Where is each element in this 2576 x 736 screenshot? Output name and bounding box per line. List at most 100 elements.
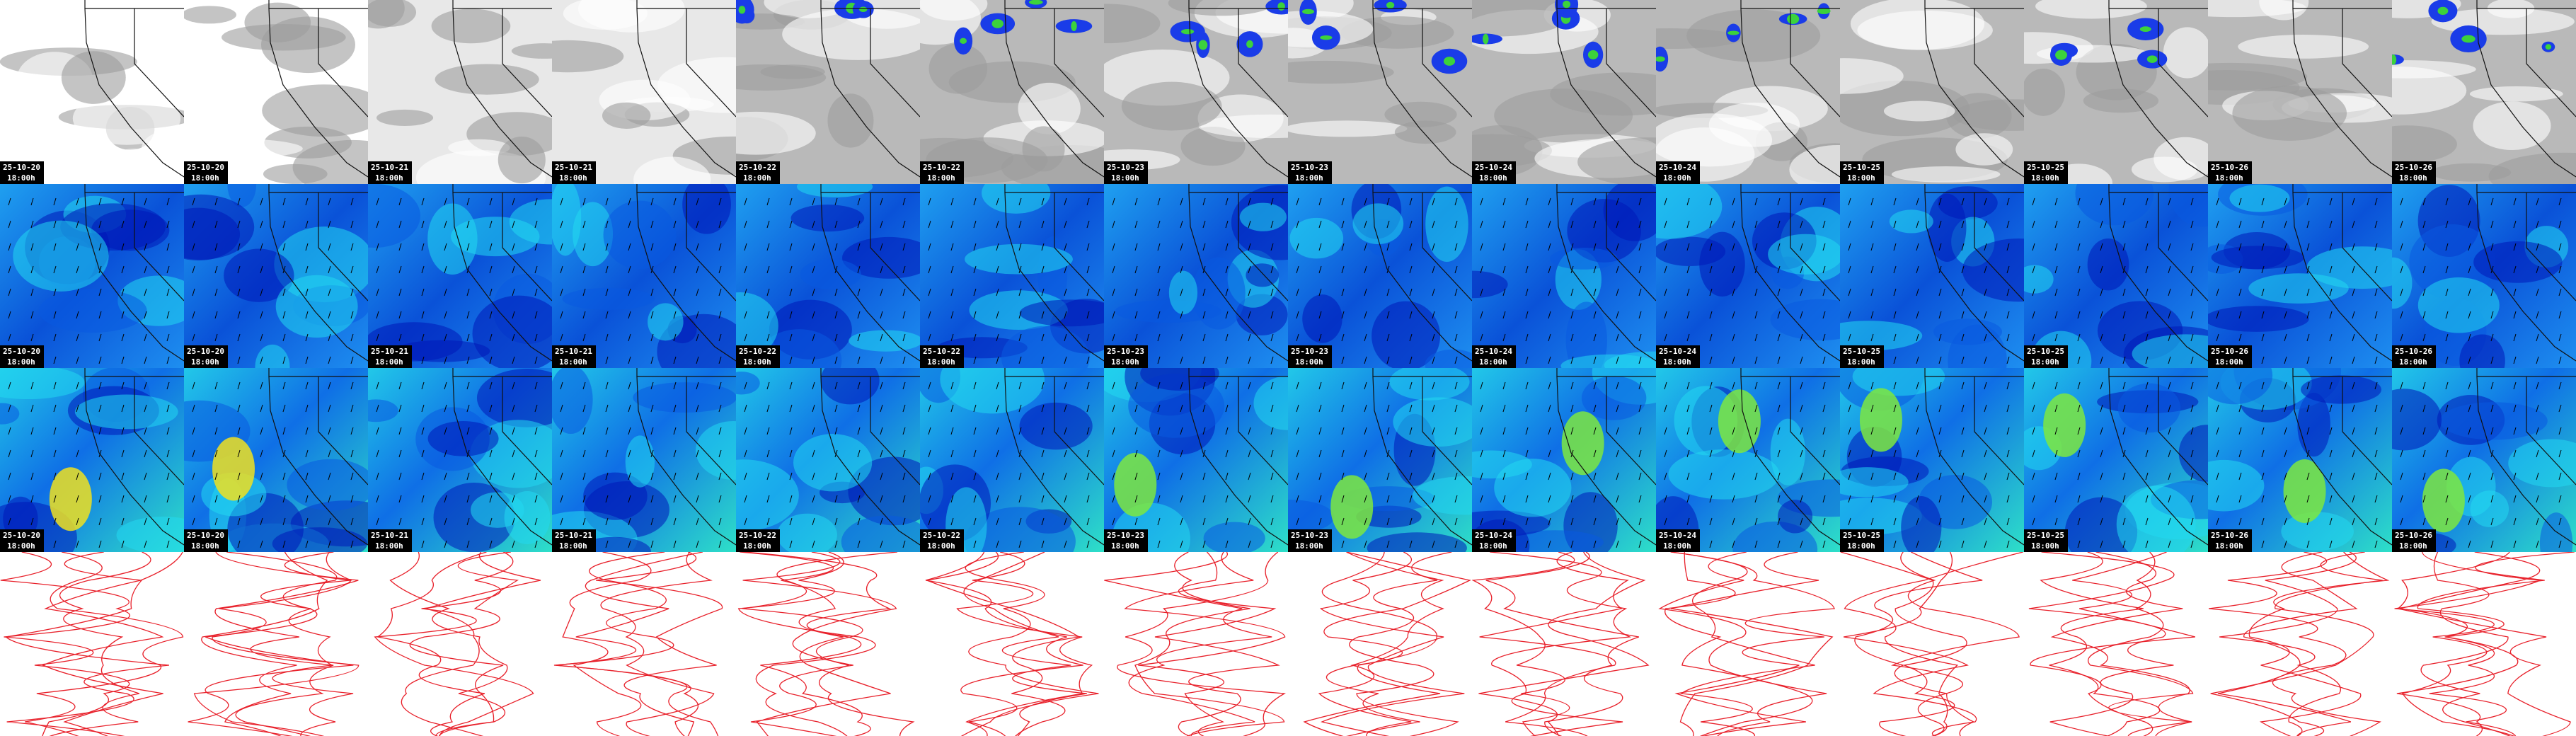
wind-arrow bbox=[902, 540, 906, 548]
label-box bbox=[184, 345, 228, 368]
wind-arrow bbox=[996, 404, 999, 413]
wind-arrow bbox=[1364, 356, 1367, 364]
wind-arrow bbox=[1593, 333, 1597, 342]
wind-arrow bbox=[2168, 540, 2171, 548]
wind-arrow bbox=[1041, 333, 1045, 342]
wind-arrow bbox=[421, 381, 425, 390]
wind-arrow bbox=[2032, 311, 2035, 319]
wind-arrow bbox=[1961, 381, 1965, 390]
wind-arrow bbox=[1180, 381, 1183, 390]
wind-arrow bbox=[1525, 449, 1529, 458]
wind-arrow bbox=[2490, 356, 2494, 364]
label-box bbox=[1656, 161, 1700, 184]
wind-arrow bbox=[1822, 404, 1826, 413]
wind-band bbox=[841, 515, 920, 552]
wind-arrow bbox=[2006, 449, 2010, 458]
wind-arrow bbox=[973, 311, 977, 319]
wind-arrow bbox=[1548, 333, 1551, 342]
state-border bbox=[870, 8, 920, 117]
wind-arrow bbox=[1638, 495, 1642, 503]
wind-arrow bbox=[2190, 197, 2194, 206]
precip-core bbox=[1277, 2, 1285, 11]
wind-arrow bbox=[718, 288, 722, 297]
wind-arrow bbox=[282, 265, 286, 274]
wind-arrow bbox=[328, 517, 331, 526]
wind-arrow bbox=[2445, 404, 2449, 413]
wind-arrow bbox=[2145, 540, 2149, 548]
wind-arrow bbox=[1548, 449, 1551, 458]
wind-arrow bbox=[650, 243, 654, 251]
wind-arrow bbox=[1270, 381, 1274, 390]
date-label: 25-10-24 bbox=[1659, 163, 1696, 172]
wind-arrow bbox=[2216, 243, 2219, 251]
wind-arrow bbox=[582, 495, 586, 503]
wind-arrow bbox=[718, 540, 722, 548]
label-box bbox=[0, 161, 44, 184]
wind-arrow bbox=[8, 472, 11, 481]
wind-arrow bbox=[489, 265, 493, 274]
date-label: 25-10-25 bbox=[2027, 163, 2064, 172]
wind-arrow bbox=[237, 495, 241, 503]
wind-arrow bbox=[1638, 381, 1642, 390]
wind-arrow bbox=[2536, 333, 2539, 342]
wind-arrow bbox=[2122, 197, 2126, 206]
time-label: 18:00h bbox=[1847, 541, 1875, 551]
state-border bbox=[1238, 376, 1288, 485]
wind-band bbox=[2178, 425, 2208, 482]
label-box bbox=[736, 529, 780, 552]
wind-arrow bbox=[1686, 288, 1690, 297]
wind-arrow bbox=[237, 449, 241, 458]
wind-arrow bbox=[1432, 220, 1435, 229]
wind-arrow bbox=[1732, 356, 1735, 364]
wind-arrow bbox=[1432, 311, 1435, 319]
wind-arrow bbox=[1570, 243, 1574, 251]
wind-arrow bbox=[1112, 517, 1115, 526]
wind-band bbox=[1289, 217, 1344, 259]
wind-arrow bbox=[1202, 220, 1206, 229]
wind-arrow bbox=[2468, 449, 2471, 458]
wind-band bbox=[1425, 186, 1468, 262]
wind-arrow bbox=[30, 197, 34, 206]
wind-arrow bbox=[650, 288, 654, 297]
wind-arrow bbox=[1916, 311, 1919, 319]
wind-arrow bbox=[582, 288, 586, 297]
wind-arrow bbox=[1961, 540, 1965, 548]
state-border bbox=[2342, 8, 2392, 117]
wind-arrow bbox=[582, 265, 586, 274]
wind-arrow bbox=[398, 288, 402, 297]
wind-arrow bbox=[2306, 197, 2310, 206]
wind-arrow bbox=[2054, 197, 2058, 206]
state-border bbox=[1188, 192, 1288, 362]
wind-arrow bbox=[121, 495, 125, 503]
wind-arrow bbox=[1018, 540, 1022, 548]
wind-band bbox=[603, 200, 677, 270]
precip bbox=[736, 0, 754, 24]
wind-arrow bbox=[1202, 356, 1206, 364]
wind-arrow bbox=[1041, 427, 1045, 435]
wind-arrow bbox=[857, 311, 861, 319]
wind-arrow bbox=[1270, 265, 1274, 274]
wind-arrow bbox=[605, 220, 609, 229]
precip-core bbox=[1563, 0, 1571, 8]
wind-arrow bbox=[789, 404, 793, 413]
wind-arrow bbox=[789, 381, 793, 390]
wind-arrow bbox=[2168, 517, 2171, 526]
wind-arrow bbox=[144, 356, 147, 364]
wind-arrow bbox=[2145, 220, 2149, 229]
wind-arrow bbox=[1638, 404, 1642, 413]
wind-arrow bbox=[1777, 427, 1781, 435]
wind-arrow bbox=[282, 495, 286, 503]
wind-band bbox=[736, 292, 778, 360]
wind-arrow bbox=[282, 540, 286, 548]
wind-arrow bbox=[1296, 243, 1299, 251]
isobar bbox=[5, 552, 170, 736]
wind-arrow bbox=[1870, 311, 1874, 319]
precip-core bbox=[1198, 40, 1208, 50]
wind-arrow bbox=[214, 472, 218, 481]
wind-arrow bbox=[2054, 404, 2058, 413]
wind-arrow bbox=[973, 243, 977, 251]
